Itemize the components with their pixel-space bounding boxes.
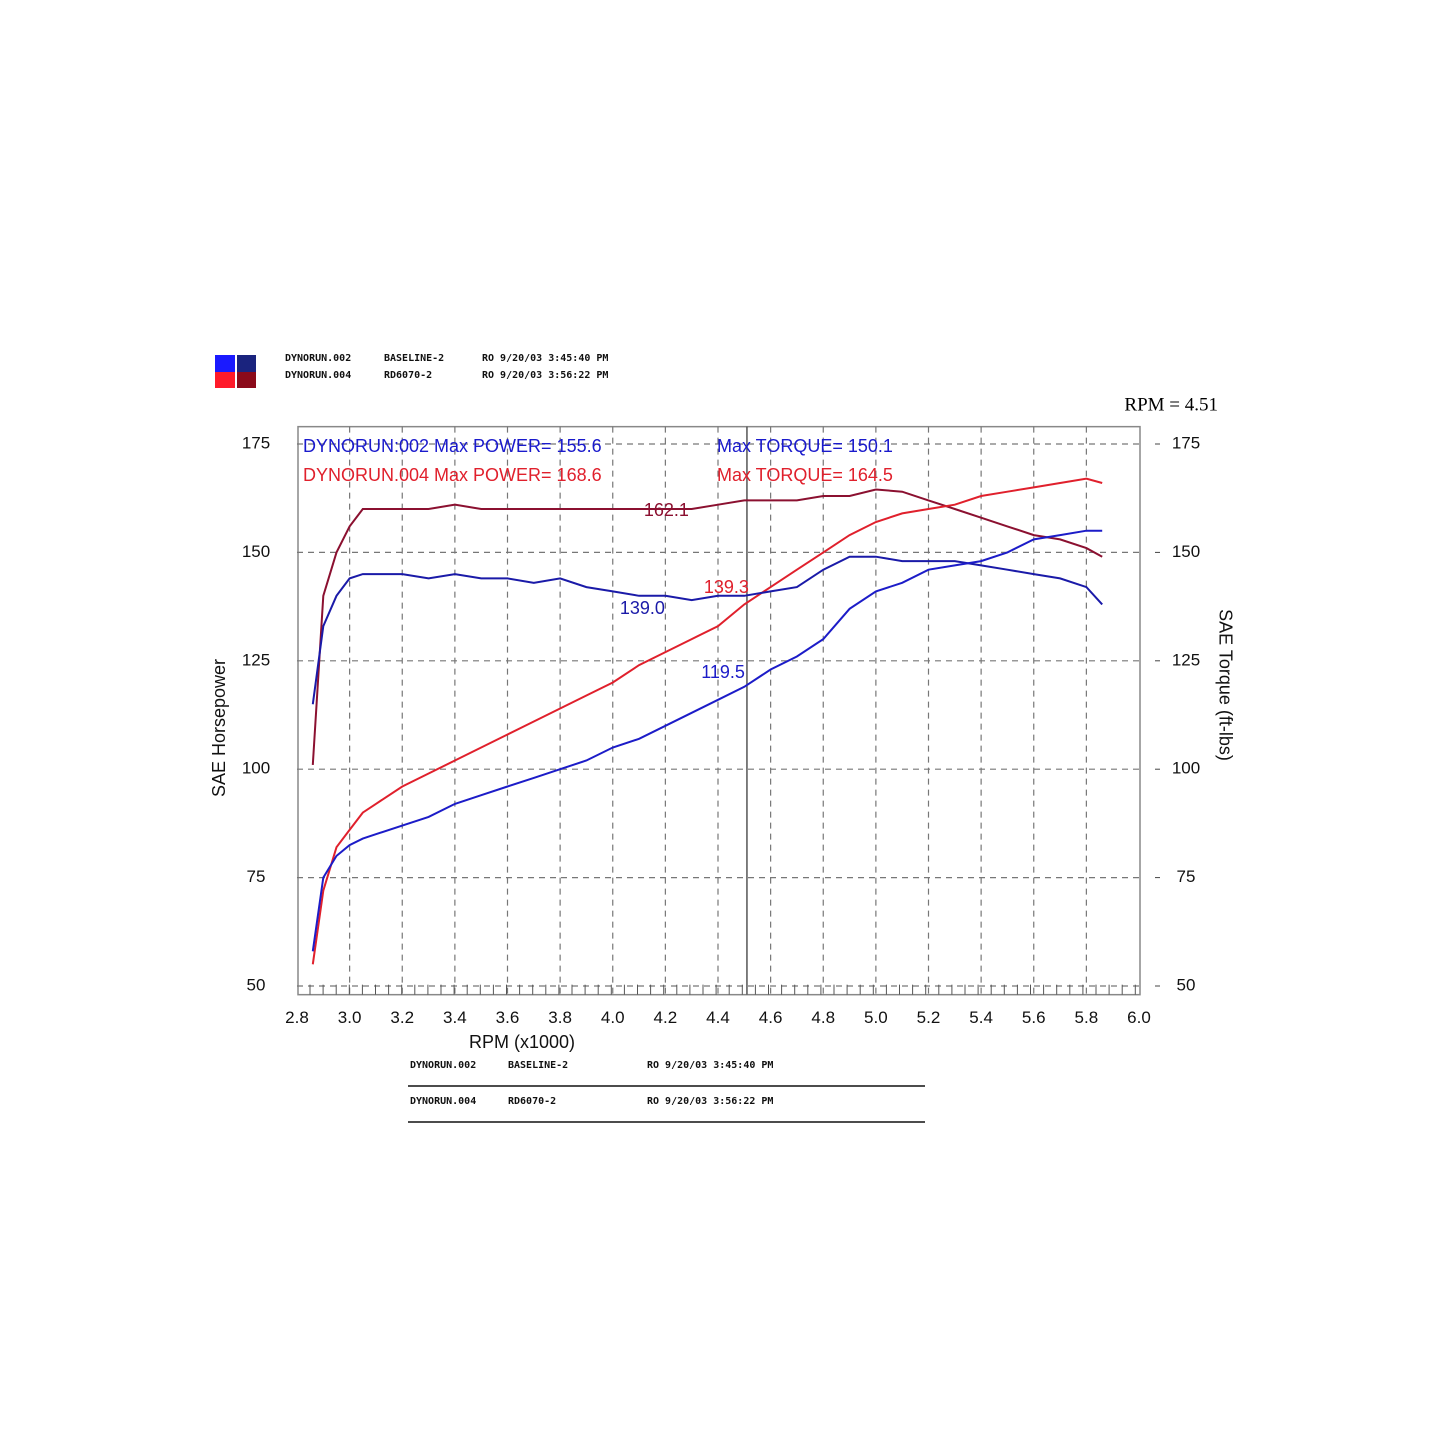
run-id: DYNORUN.002 <box>410 1060 476 1071</box>
run-name: BASELINE-2 <box>508 1060 568 1071</box>
run-info: RO 9/20/03 3:45:40 PM <box>647 1060 773 1071</box>
cursor-value-label: 139.3 <box>704 577 749 597</box>
legend-swatch <box>215 355 235 372</box>
max-torque: Max TORQUE= 164.5 <box>717 465 893 485</box>
series-line <box>311 529 1103 952</box>
x-tick-label: 5.8 <box>1075 1008 1099 1027</box>
cursor-readout: RPM = 4.51 <box>1124 394 1218 415</box>
x-tick-label: 3.4 <box>443 1008 467 1027</box>
y-tick-label: 175 <box>242 433 270 452</box>
run-id: DYNORUN.004 <box>285 370 351 381</box>
series-line <box>311 488 1103 765</box>
x-tick-label: 4.6 <box>759 1008 783 1027</box>
y2-tick-label: 100 <box>1172 759 1200 778</box>
x-tick-label: 4.4 <box>706 1008 730 1027</box>
cursor-value-label: 162.1 <box>644 500 689 520</box>
y2-tick-label: 75 <box>1177 867 1196 886</box>
x-tick-label: 3.0 <box>338 1008 362 1027</box>
x-tick-label: 3.2 <box>390 1008 414 1027</box>
legend-swatch <box>237 355 256 372</box>
run-info: RO 9/20/03 3:56:22 PM <box>647 1096 773 1107</box>
run-name: BASELINE-2 <box>384 353 444 364</box>
y2-tick-label: 50 <box>1177 975 1196 994</box>
x-tick-label: 3.6 <box>496 1008 520 1027</box>
cursor-value-label: 119.5 <box>701 662 745 682</box>
y-tick-label: 150 <box>242 542 270 561</box>
y-tick-label: 125 <box>242 650 270 669</box>
x-tick-label: 5.4 <box>969 1008 993 1027</box>
x-axis-title: RPM (x1000) <box>469 1032 575 1052</box>
cursor-value-label: 139.0 <box>620 598 665 618</box>
y-axis-title: SAE Horsepower <box>209 659 229 797</box>
max-power: DYNORUN.004 Max POWER= 168.6 <box>303 465 602 485</box>
run-info: RO 9/20/03 3:45:40 PM <box>482 353 608 364</box>
run-name: RD6070-2 <box>384 370 432 381</box>
x-tick-label: 6.0 <box>1127 1008 1151 1027</box>
x-tick-label: 5.2 <box>917 1008 941 1027</box>
y2-tick-label: 150 <box>1172 542 1200 561</box>
y2-tick-label: 125 <box>1172 650 1200 669</box>
x-tick-label: 4.8 <box>811 1008 835 1027</box>
max-power: DYNORUN:002 Max POWER= 155.6 <box>303 436 602 456</box>
x-tick-label: 5.0 <box>864 1008 888 1027</box>
x-tick-label: 4.0 <box>601 1008 625 1027</box>
series-line <box>311 477 1103 965</box>
run-id: DYNORUN.002 <box>285 353 351 364</box>
legend-swatch <box>215 372 235 388</box>
x-tick-label: 3.8 <box>548 1008 572 1027</box>
plot-area <box>297 425 1141 996</box>
y-tick-label: 50 <box>247 975 266 994</box>
run-id: DYNORUN.004 <box>410 1096 476 1107</box>
y-tick-label: 75 <box>247 867 266 886</box>
run-info: RO 9/20/03 3:56:22 PM <box>482 370 608 381</box>
y-tick-label: 100 <box>242 759 270 778</box>
max-torque: Max TORQUE= 150.1 <box>717 436 893 456</box>
y2-tick-label: 175 <box>1172 433 1200 452</box>
run-name: RD6070-2 <box>508 1096 556 1107</box>
x-tick-label: 5.6 <box>1022 1008 1046 1027</box>
x-tick-label: 4.2 <box>654 1008 678 1027</box>
legend-swatch <box>237 372 256 388</box>
x-tick-label: 2.8 <box>285 1008 309 1027</box>
y2-axis-title: SAE Torque (ft-lbs) <box>1215 609 1235 761</box>
